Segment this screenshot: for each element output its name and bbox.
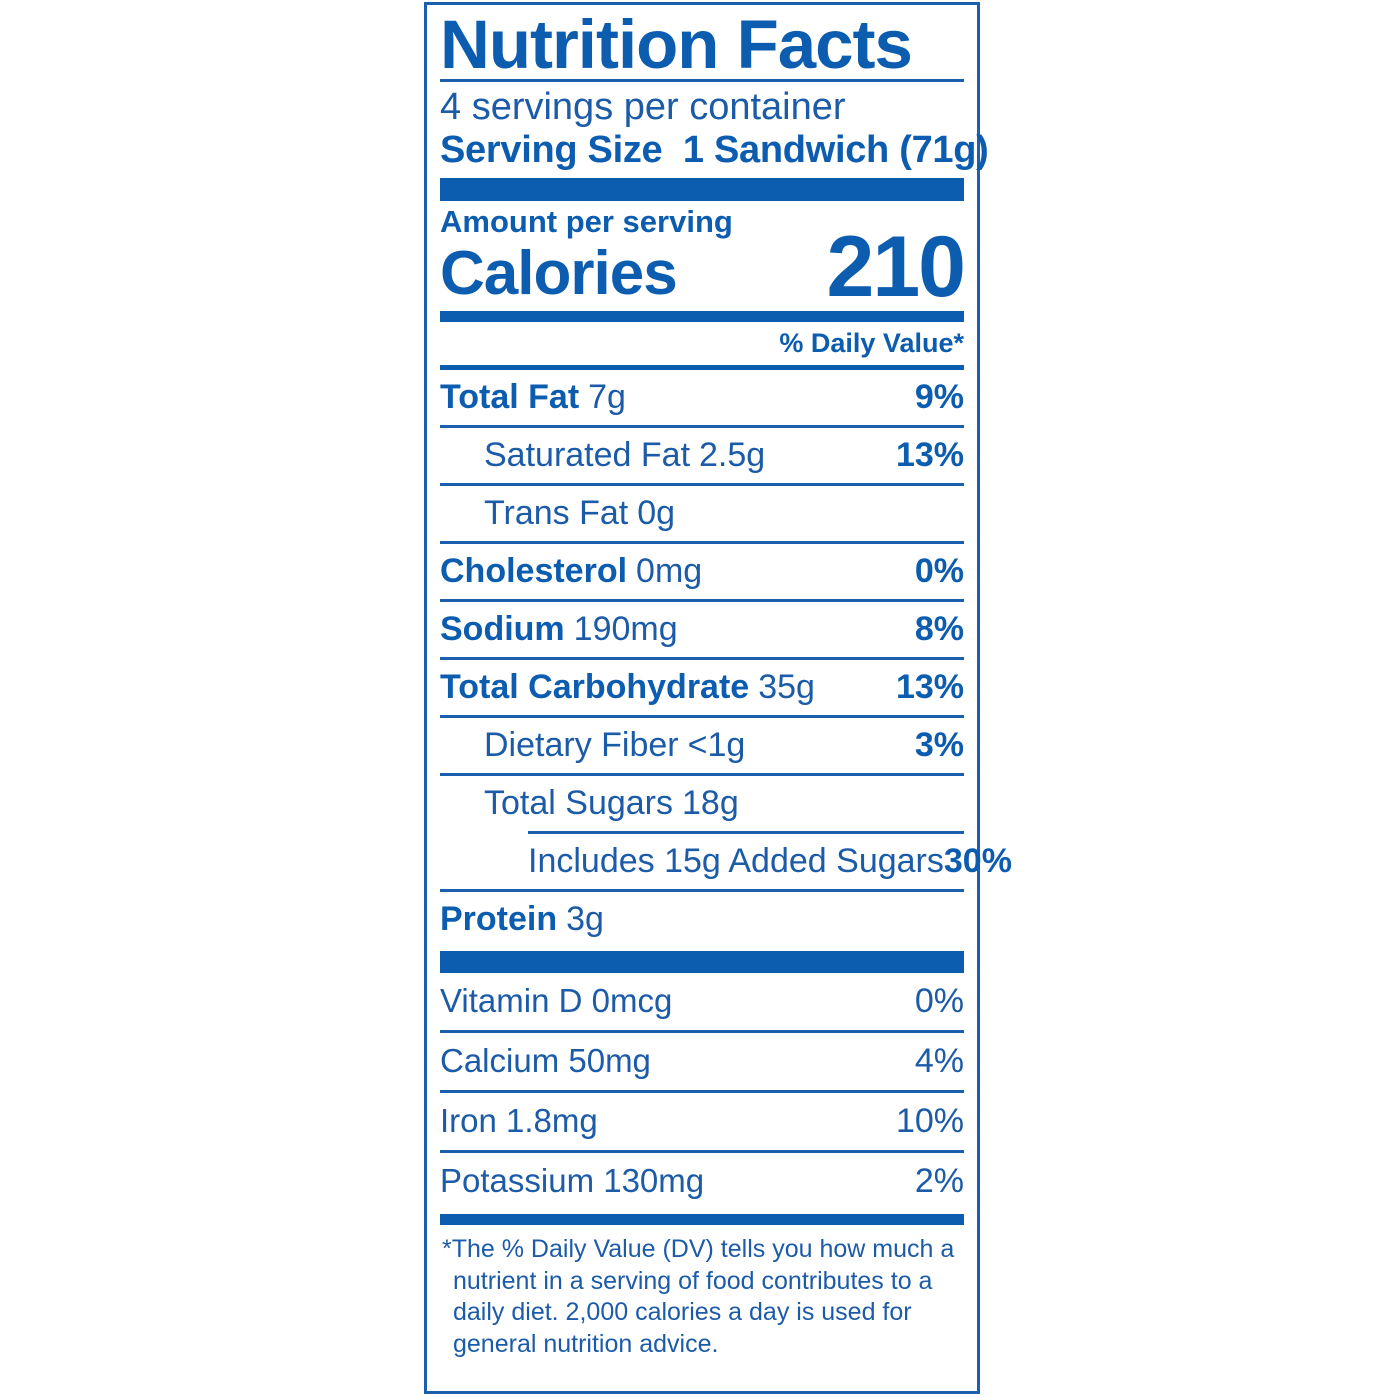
row-divider xyxy=(440,889,964,893)
nutrient-amount: 3g xyxy=(566,900,604,939)
row-divider xyxy=(440,1150,964,1154)
nutrient-name: Total Carbohydrate xyxy=(440,668,750,707)
nutrition-facts-label: Nutrition Facts 4 servings per container… xyxy=(424,2,1012,1394)
servings-per-container: 4 servings per container xyxy=(440,85,846,128)
dv-header-divider xyxy=(440,365,964,371)
row-divider xyxy=(440,483,964,487)
nutrient-dv: 3% xyxy=(914,726,964,765)
micronutrient-name: Potassium 130mg xyxy=(440,1162,705,1200)
nutrient-name: Total Fat xyxy=(440,378,580,417)
micronutrient-dv: 4% xyxy=(914,1042,964,1081)
nutrient-dv: 30% xyxy=(943,842,1012,881)
micronutrient-row-iron: Iron 1.8mg 10% xyxy=(440,1093,964,1150)
nutrient-row-dietary-fiber: Dietary Fiber <1g 3% xyxy=(440,718,964,773)
nutrient-amount: 0mg xyxy=(636,552,703,591)
nutrient-row-total-fat: Total Fat 7g 9% xyxy=(440,370,964,425)
amount-per-serving-label: Amount per serving xyxy=(440,204,733,240)
row-divider xyxy=(440,425,964,429)
daily-value-header: % Daily Value* xyxy=(779,328,964,359)
nutrient-name: Dietary Fiber xyxy=(484,726,679,765)
nutrient-amount: <1g xyxy=(687,726,746,765)
micronutrient-dv: 2% xyxy=(914,1162,964,1201)
nutrient-dv: 13% xyxy=(895,668,964,707)
micronutrient-name: Iron 1.8mg xyxy=(440,1102,598,1140)
nutrient-amount: 190mg xyxy=(573,610,678,649)
nutrient-name: Protein xyxy=(440,900,558,939)
nutrient-row-cholesterol: Cholesterol 0mg 0% xyxy=(440,544,964,599)
calories-label: Calories xyxy=(440,239,678,309)
label-title: Nutrition Facts xyxy=(440,6,913,83)
calories-row: Calories 210 xyxy=(440,224,966,310)
row-divider xyxy=(440,1030,964,1034)
nutrient-row-protein: Protein 3g xyxy=(440,892,964,947)
serving-size-label: Serving Size xyxy=(440,128,663,171)
micronutrient-dv: 0% xyxy=(914,982,964,1021)
row-divider xyxy=(440,1090,964,1094)
serving-thick-bar xyxy=(440,178,964,202)
title-divider xyxy=(440,78,964,82)
nutrient-name: Total Sugars xyxy=(484,784,673,823)
micronutrient-row-vitamin-d: Vitamin D 0mcg 0% xyxy=(440,973,964,1030)
row-divider-indented xyxy=(528,831,964,835)
nutrient-name: Cholesterol xyxy=(440,552,628,591)
nutrient-name: Includes 15g Added Sugars xyxy=(528,842,944,881)
nutrient-name: Sodium xyxy=(440,610,565,649)
nutrient-row-total-sugars: Total Sugars 18g xyxy=(440,776,964,831)
nutrient-dv: 13% xyxy=(895,436,964,475)
serving-size-value: 1 Sandwich (71g) xyxy=(682,128,989,171)
calories-divider-bar xyxy=(440,311,964,323)
nutrient-amount: 0g xyxy=(637,494,676,533)
row-divider xyxy=(440,657,964,661)
nutrient-amount: 2.5g xyxy=(699,436,766,475)
nutrient-row-trans-fat: Trans Fat 0g xyxy=(440,486,964,541)
row-divider xyxy=(440,715,964,719)
micronutrient-dv: 10% xyxy=(895,1102,964,1141)
serving-size-line: Serving Size 1 Sandwich (71g) xyxy=(440,128,989,173)
nutrient-amount: 35g xyxy=(758,668,815,707)
nutrient-name: Saturated Fat xyxy=(484,436,691,475)
daily-value-footnote: *The % Daily Value (DV) tells you how mu… xyxy=(442,1235,955,1358)
row-divider xyxy=(440,541,964,545)
nutrient-row-sodium: Sodium 190mg 8% xyxy=(440,602,964,657)
calories-value: 210 xyxy=(826,219,966,316)
nutrient-dv: 9% xyxy=(914,378,964,417)
micronutrient-row-calcium: Calcium 50mg 4% xyxy=(440,1033,964,1090)
row-divider xyxy=(440,773,964,777)
nutrient-name: Trans Fat xyxy=(484,494,629,533)
micronutrients-thick-bar xyxy=(440,951,964,974)
nutrient-dv: 0% xyxy=(914,552,964,591)
nutrient-row-total-carbohydrate: Total Carbohydrate 35g 13% xyxy=(440,660,964,715)
nutrient-row-saturated-fat: Saturated Fat 2.5g 13% xyxy=(440,428,964,483)
nutrient-dv: 8% xyxy=(914,610,964,649)
footnote-divider-bar xyxy=(440,1214,964,1226)
nutrient-amount: 18g xyxy=(682,784,739,823)
micronutrient-row-potassium: Potassium 130mg 2% xyxy=(440,1153,964,1210)
row-divider xyxy=(440,599,964,603)
nutrient-row-added-sugars: Includes 15g Added Sugars 30% xyxy=(440,834,1012,889)
micronutrient-name: Vitamin D 0mcg xyxy=(440,982,673,1020)
nutrient-amount: 7g xyxy=(588,378,626,417)
micronutrient-name: Calcium 50mg xyxy=(440,1042,651,1080)
